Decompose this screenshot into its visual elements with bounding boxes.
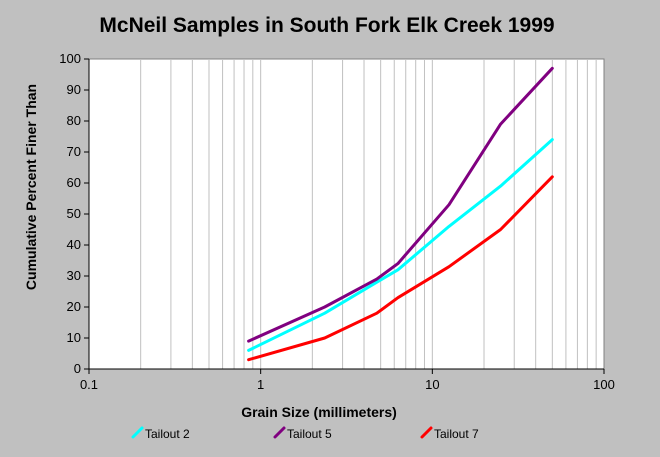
legend-swatch	[275, 428, 284, 437]
y-axis-title: Cumulative Percent Finer Than	[23, 84, 39, 290]
legend-label: Tailout 2	[145, 427, 190, 441]
legend-swatch	[422, 428, 431, 437]
x-tick-label: 0.1	[80, 377, 98, 392]
legend-swatch	[133, 428, 142, 437]
y-tick-label: 90	[67, 82, 81, 97]
y-tick-label: 40	[67, 237, 81, 252]
y-tick-label: 10	[67, 330, 81, 345]
x-tick-label: 1	[257, 377, 264, 392]
legend-label: Tailout 7	[434, 427, 479, 441]
y-tick-label: 20	[67, 299, 81, 314]
y-tick-label: 0	[74, 361, 81, 376]
x-tick-label: 10	[425, 377, 439, 392]
plot-area	[89, 59, 604, 369]
y-tick-label: 100	[59, 51, 81, 66]
x-axis-title: Grain Size (millimeters)	[241, 404, 397, 420]
y-tick-label: 60	[67, 175, 81, 190]
x-tick-label: 100	[593, 377, 615, 392]
y-tick-label: 70	[67, 144, 81, 159]
chart-title: McNeil Samples in South Fork Elk Creek 1…	[99, 14, 554, 37]
y-tick-label: 30	[67, 268, 81, 283]
y-axis-ticks: 0 10 20 30 40 50 60 70 80 90 100	[59, 51, 89, 376]
x-axis-ticks: 0.1 1 10 100	[80, 369, 615, 392]
legend: Tailout 2 Tailout 5 Tailout 7	[133, 427, 479, 441]
y-tick-label: 50	[67, 206, 81, 221]
legend-label: Tailout 5	[287, 427, 332, 441]
y-tick-label: 80	[67, 113, 81, 128]
